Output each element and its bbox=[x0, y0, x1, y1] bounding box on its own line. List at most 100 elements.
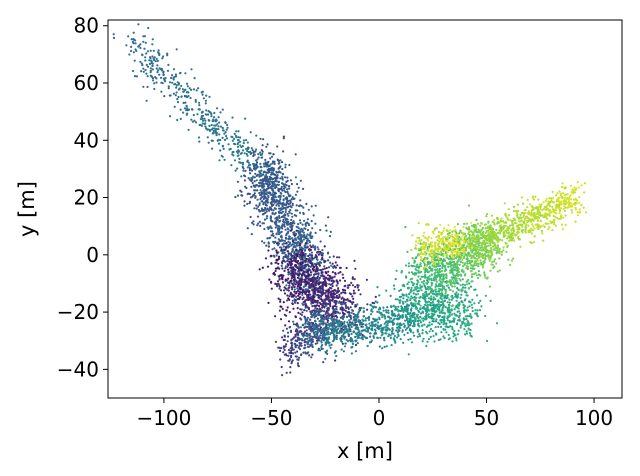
scatter-point bbox=[293, 234, 296, 237]
scatter-point bbox=[292, 320, 295, 323]
scatter-point bbox=[304, 252, 307, 256]
scatter-point bbox=[159, 76, 163, 79]
scatter-point bbox=[274, 315, 277, 318]
scatter-point bbox=[336, 280, 339, 283]
scatter-point bbox=[421, 332, 424, 335]
scatter-point bbox=[303, 234, 306, 237]
scatter-point bbox=[324, 260, 327, 263]
scatter-point bbox=[470, 280, 473, 283]
scatter-point bbox=[337, 323, 340, 326]
scatter-point bbox=[395, 329, 398, 332]
scatter-point bbox=[142, 40, 145, 43]
scatter-point bbox=[424, 273, 427, 277]
scatter-point bbox=[175, 91, 178, 94]
scatter-point bbox=[407, 323, 410, 326]
scatter-point bbox=[374, 329, 377, 332]
scatter-point bbox=[238, 150, 241, 153]
scatter-point bbox=[351, 302, 354, 305]
scatter-point bbox=[207, 118, 210, 122]
scatter-point bbox=[278, 287, 281, 290]
scatter-point bbox=[307, 254, 310, 258]
scatter-point bbox=[260, 149, 263, 152]
scatter-point bbox=[252, 220, 255, 223]
scatter-point bbox=[262, 197, 265, 201]
scatter-point bbox=[236, 143, 239, 146]
scatter-point bbox=[308, 278, 311, 281]
scatter-point bbox=[147, 26, 150, 30]
scatter-point bbox=[333, 325, 336, 328]
scatter-point bbox=[132, 51, 135, 54]
scatter-point bbox=[285, 184, 288, 187]
scatter-point bbox=[182, 111, 185, 114]
scatter-point bbox=[302, 238, 305, 241]
scatter-point bbox=[204, 102, 207, 105]
scatter-point bbox=[442, 328, 445, 331]
scatter-point bbox=[262, 212, 265, 215]
scatter-point bbox=[289, 208, 292, 212]
scatter-point bbox=[310, 205, 313, 208]
scatter-point bbox=[242, 142, 245, 145]
scatter-point bbox=[183, 94, 186, 98]
scatter-point bbox=[270, 234, 273, 237]
scatter-point bbox=[232, 150, 235, 154]
scatter-point bbox=[263, 196, 266, 199]
scatter-point bbox=[335, 336, 338, 339]
scatter-point bbox=[462, 317, 465, 320]
scatter-point bbox=[212, 119, 215, 123]
scatter-point bbox=[305, 288, 308, 291]
scatter-point bbox=[418, 333, 421, 336]
scatter-point bbox=[184, 101, 187, 104]
scatter-point bbox=[337, 325, 340, 328]
scatter-point bbox=[266, 143, 269, 146]
scatter-point bbox=[184, 88, 187, 91]
scatter-point bbox=[331, 262, 334, 265]
scatter-point bbox=[325, 338, 328, 341]
scatter-point bbox=[196, 113, 199, 116]
scatter-point bbox=[390, 317, 393, 320]
scatter-point bbox=[311, 257, 314, 260]
scatter-point bbox=[268, 177, 271, 180]
scatter-point bbox=[442, 275, 445, 278]
scatter-point bbox=[276, 145, 279, 148]
scatter-point bbox=[232, 142, 236, 145]
scatter-point bbox=[309, 335, 313, 338]
scatter-point bbox=[386, 324, 389, 327]
scatter-point bbox=[287, 192, 290, 195]
scatter-point bbox=[290, 295, 294, 298]
scatter-point bbox=[392, 284, 396, 287]
scatter-point bbox=[194, 98, 197, 102]
scatter-point bbox=[286, 218, 289, 221]
scatter-point bbox=[436, 275, 439, 278]
scatter-point bbox=[303, 309, 306, 312]
scatter-point bbox=[410, 341, 414, 344]
scatter-point bbox=[280, 230, 283, 233]
scatter-point bbox=[393, 338, 396, 341]
scatter-point bbox=[470, 303, 473, 306]
scatter-point bbox=[332, 280, 336, 283]
scatter-point bbox=[321, 300, 324, 303]
scatter-point bbox=[319, 328, 322, 331]
scatter-point bbox=[429, 291, 433, 294]
scatter-point bbox=[321, 323, 325, 326]
scatter-point bbox=[440, 321, 443, 324]
scatter-point bbox=[304, 322, 307, 325]
scatter-point bbox=[307, 320, 310, 323]
scatter-point bbox=[162, 73, 165, 77]
scatter-point bbox=[320, 271, 323, 274]
scatter-point bbox=[334, 350, 337, 353]
scatter-point bbox=[400, 305, 403, 308]
scatter-point bbox=[460, 293, 463, 296]
scatter-point bbox=[381, 316, 384, 319]
scatter-point bbox=[419, 242, 422, 245]
scatter-point bbox=[430, 273, 433, 276]
scatter-point bbox=[292, 352, 295, 355]
scatter-point bbox=[297, 326, 300, 329]
scatter-point bbox=[186, 82, 189, 85]
scatter-point bbox=[389, 305, 393, 308]
scatter-point bbox=[224, 121, 227, 124]
scatter-point bbox=[347, 286, 350, 289]
scatter-point bbox=[157, 69, 160, 72]
scatter-point bbox=[300, 280, 303, 283]
scatter-point bbox=[186, 107, 189, 110]
scatter-point bbox=[399, 327, 402, 330]
